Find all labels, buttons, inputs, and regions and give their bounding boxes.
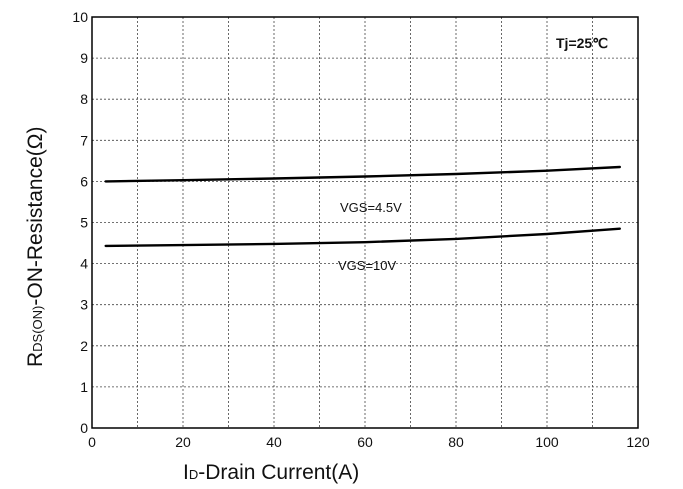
x-tick-label: 20	[175, 434, 191, 450]
grid	[92, 17, 638, 428]
y-tick-label: 2	[80, 338, 88, 354]
plot-frame	[91, 16, 639, 429]
y-tick-label: 9	[80, 50, 88, 66]
series-label-vgs-4-5v: VGS=4.5V	[340, 200, 402, 215]
x-tick-label: 40	[266, 434, 282, 450]
y-tick-labels: 0 1 2 3 4 5 6 7 8 9 10	[72, 9, 88, 436]
x-axis-title-rest: -Drain Current(A)	[198, 461, 359, 484]
y-tick-label: 1	[80, 379, 88, 395]
series-line-vgs-4-5v	[104, 165, 621, 183]
x-tick-label: 100	[535, 434, 559, 450]
x-tick-label: 80	[448, 434, 464, 450]
x-axis-title-sub: D	[189, 467, 198, 482]
y-axis-title: RDS(ON)-ON-Resistance(Ω)	[24, 127, 47, 367]
y-tick-label: 6	[80, 173, 88, 189]
y-tick-label: 8	[80, 91, 88, 107]
y-tick-label: 3	[80, 297, 88, 313]
y-tick-label: 0	[80, 420, 88, 436]
x-tick-label: 120	[626, 434, 650, 450]
x-axis-title-main: I	[183, 461, 189, 484]
y-axis-title-main: R	[24, 352, 47, 367]
x-tick-label: 60	[357, 434, 373, 450]
y-axis-title-sub: DS(ON)	[30, 306, 45, 352]
x-axis-title: ID-Drain Current(A)	[183, 461, 359, 484]
series-label-vgs-10v: VGS=10V	[338, 258, 397, 273]
series-line-vgs-10v	[104, 227, 621, 248]
x-tick-label: 0	[88, 434, 96, 450]
x-tick-labels: 0 20 40 60 80 100 120	[88, 434, 650, 450]
y-tick-label: 10	[72, 9, 88, 25]
y-tick-label: 4	[80, 256, 88, 272]
series-layer	[104, 165, 621, 248]
y-tick-label: 5	[80, 215, 88, 231]
y-tick-label: 7	[80, 132, 88, 148]
annotation-tj: Tj=25℃	[556, 35, 608, 51]
y-axis-title-rest: -ON-Resistance(Ω)	[24, 127, 47, 306]
